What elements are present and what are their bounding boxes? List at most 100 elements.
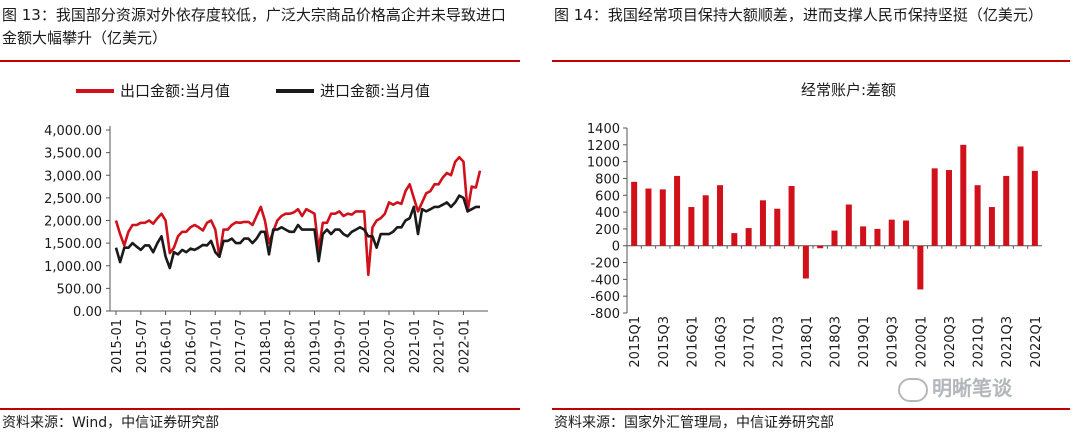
y-tick-label: -800 [590,307,620,322]
export-series-line [114,155,482,277]
bar [1003,175,1010,246]
bar [674,175,681,246]
bar [631,181,638,246]
x-tick-label: 2015Q3 [657,316,672,368]
bar [917,245,924,290]
bar [845,204,852,246]
y-tick-label: -400 [590,273,620,288]
import-export-line-chart: 出口金额:当月值 进口金额:当月值 4,000.00 3,500.00 3,000.00… [44,82,488,373]
y-tick-label: 2,000.00 [44,215,102,230]
y-tick-label: 400 [595,206,620,221]
bar [717,185,724,246]
y-tick-label: 0 [612,240,620,255]
x-tick-label: 2019Q3 [886,316,901,368]
bar [659,189,666,246]
watermark: 明晰笔谈 [898,372,1012,402]
bar [774,208,781,246]
bar [802,245,809,279]
x-tick-label: 2015Q1 [628,316,643,368]
bar [874,228,881,246]
y-tick-label: 1,500.00 [44,237,102,252]
x-tick-label: 2016-07 [184,319,199,373]
x-tick-label: 2021Q1 [972,316,987,368]
y-tick-label: 4,000.00 [44,124,102,139]
bar [960,144,967,246]
right-title-rule [552,60,1070,62]
chart-title: 经常账户:差额 [801,81,896,99]
watermark-text: 明晰笔谈 [932,376,1012,400]
y-tick-label: 800 [595,172,620,187]
y-tick-label: 0.00 [73,305,102,320]
import-series-line [114,194,480,270]
x-tick-label: 2017Q3 [771,316,786,368]
y-tick-label: 1000 [587,156,620,171]
x-tick-label: 2018Q3 [829,316,844,368]
legend-label-1: 出口金额:当月值 [120,82,230,100]
bar [731,233,738,246]
y-tick-label: 200 [595,223,620,238]
x-tick-label: 2021-07 [433,319,448,373]
x-tick-label: 2019-01 [309,319,324,373]
left-source-rule [0,408,520,410]
y-tick-label: 1,000.00 [44,260,102,275]
x-tick-label: 2018-01 [259,319,274,373]
bar [688,207,695,246]
bar [817,245,824,249]
x-tick-label: 2022-01 [457,319,472,373]
y-tick-label: 500.00 [57,282,103,297]
left-figure-title: 图 13：我国部分资源对外依存度较低，广泛大宗商品价格高企并未导致进口金额大幅攀… [2,6,506,47]
y-tick-label: 3,000.00 [44,169,102,184]
x-tick-label: 2015-07 [135,319,150,373]
left-figure-panel: 图 13：我国部分资源对外依存度较低，广泛大宗商品价格高企并未导致进口金额大幅攀… [0,0,522,438]
x-tick-label: 2017-07 [234,319,249,373]
legend-label-2: 进口金额:当月值 [320,82,430,100]
wechat-icon [898,377,928,402]
right-figure-title: 图 14：我国经常项目保持大额顺差，进而支撑人民币保持坚挺（亿美元） [554,6,1043,24]
x-tick-label: 2016Q1 [685,316,700,368]
x-tick-label: 2019-07 [333,319,348,373]
x-tick-label: 2020-07 [383,319,398,373]
bar [945,170,952,246]
bar [788,186,795,246]
right-source-note: 资料来源：国家外汇管理局，中信证券研究部 [554,415,834,431]
bar [988,207,995,246]
y-tick-label: -200 [590,257,620,272]
bar [759,200,766,246]
bar [745,228,752,246]
bar [702,195,709,246]
x-tick-label: 2021Q3 [1000,316,1015,368]
right-source-rule [552,408,1070,410]
x-tick-label: 2020-01 [358,319,373,373]
bar [831,230,838,246]
y-tick-label: 2,500.00 [44,192,102,207]
x-tick-label: 2022Q1 [1029,316,1044,368]
y-tick-label: 600 [595,189,620,204]
x-tick-label: 2018-07 [284,319,299,373]
bar [888,219,895,246]
right-figure-panel: 图 14：我国经常项目保持大额顺差，进而支撑人民币保持坚挺（亿美元） 经常账户:… [552,0,1080,438]
x-tick-label: 2019Q1 [857,316,872,368]
bar [974,185,981,246]
x-tick-label: 2020Q3 [943,316,958,368]
x-tick-label: 2018Q1 [800,316,815,368]
x-tick-label: 2021-01 [408,319,423,373]
bar [1017,146,1024,246]
x-tick-label: 2016-01 [160,319,175,373]
bar [931,168,938,246]
bar [860,226,867,246]
bar [1031,170,1038,246]
x-tick-label: 2015-01 [110,319,125,373]
bar [645,188,652,246]
x-tick-label: 2016Q3 [714,316,729,368]
bar [903,220,910,246]
y-tick-label: 1400 [587,122,620,137]
x-tick-label: 2020Q1 [914,316,929,368]
left-source-note: 资料来源：Wind，中信证券研究部 [2,415,220,431]
x-tick-label: 2017-01 [209,319,224,373]
y-tick-label: 1200 [587,139,620,154]
y-tick-label: -600 [590,290,620,305]
left-title-rule [0,60,520,62]
x-tick-label: 2017Q1 [743,316,758,368]
y-tick-label: 3,500.00 [44,147,102,162]
